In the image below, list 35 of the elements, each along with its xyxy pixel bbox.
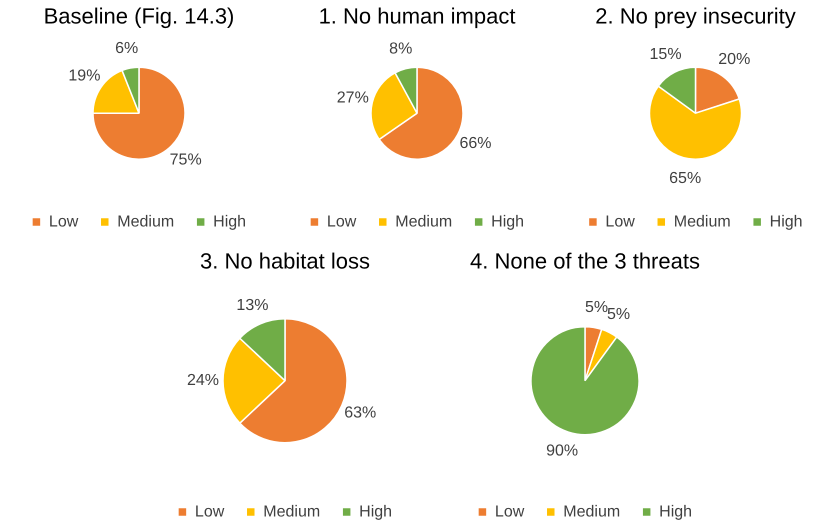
data-label: 15% xyxy=(650,46,682,63)
data-label: 20% xyxy=(718,51,750,68)
data-label: 5% xyxy=(585,299,608,316)
legend-label: High xyxy=(659,503,692,520)
data-label: 8% xyxy=(389,40,412,58)
legend-label: Medium xyxy=(395,213,452,230)
legend-label: High xyxy=(491,213,524,230)
data-label: 19% xyxy=(68,68,100,85)
legend-label: Low xyxy=(48,213,79,230)
data-label: 6% xyxy=(115,40,138,57)
legend-label: Medium xyxy=(563,503,620,520)
data-label: 5% xyxy=(607,306,630,324)
legend-label: Low xyxy=(494,503,525,520)
legend-label: Medium xyxy=(263,503,320,520)
data-label: 75% xyxy=(170,151,202,168)
chart-title: 2. No prey insecurity xyxy=(595,3,796,28)
legend-label: High xyxy=(359,503,392,520)
chart-title: 4. None of the 3 threats xyxy=(470,248,700,274)
legend-label: Low xyxy=(605,213,636,230)
data-label: 65% xyxy=(669,170,702,187)
data-label: 90% xyxy=(546,442,578,460)
legend-label: Medium xyxy=(674,213,731,230)
data-label: 27% xyxy=(336,89,369,106)
chart-title: Baseline (Fig. 14.3) xyxy=(44,3,234,28)
data-label: 24% xyxy=(186,372,220,390)
legend-label: Low xyxy=(326,213,357,230)
chart-title: 3. No habitat loss xyxy=(200,248,370,274)
legend-label: Medium xyxy=(117,213,174,230)
data-label: 66% xyxy=(459,135,492,152)
legend-label: High xyxy=(770,213,803,230)
legend-label: Low xyxy=(194,503,225,520)
legend-label: High xyxy=(213,213,246,230)
data-label: 13% xyxy=(236,296,268,314)
data-label: 63% xyxy=(344,404,376,422)
chart-title: 1. No human impact xyxy=(318,3,516,28)
